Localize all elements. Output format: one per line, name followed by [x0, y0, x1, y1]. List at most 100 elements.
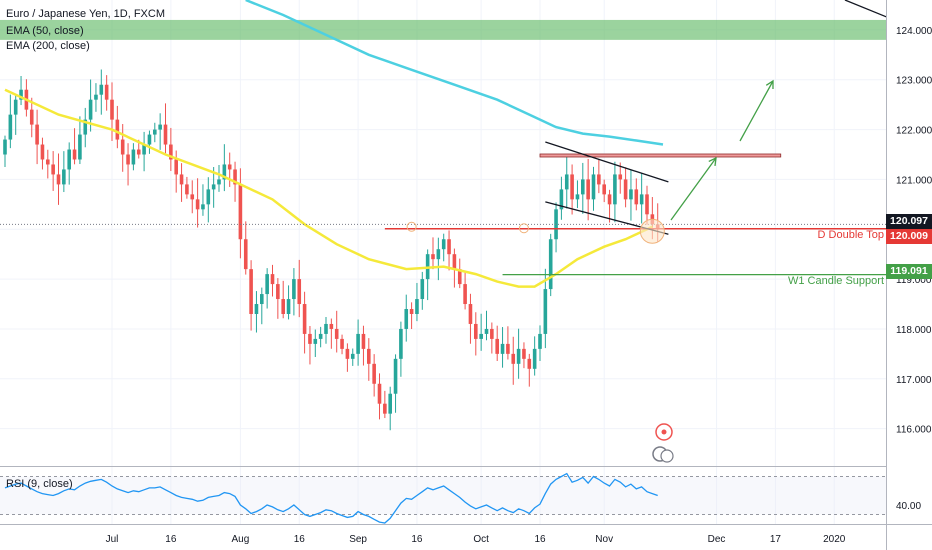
candle[interactable]: [623, 179, 628, 200]
candle[interactable]: [377, 383, 382, 404]
candle[interactable]: [67, 149, 71, 170]
candle[interactable]: [570, 174, 574, 200]
candle[interactable]: [120, 139, 125, 155]
candle[interactable]: [543, 289, 548, 334]
rsi-pane[interactable]: [0, 472, 886, 524]
candle[interactable]: [238, 184, 243, 240]
candle[interactable]: [441, 239, 446, 250]
candle[interactable]: [297, 279, 302, 305]
candle[interactable]: [393, 358, 398, 394]
candle[interactable]: [169, 144, 173, 160]
candle[interactable]: [468, 304, 473, 324]
candle[interactable]: [372, 363, 376, 384]
candle[interactable]: [99, 84, 104, 95]
price-axis[interactable]: 116.000117.000118.000119.000120.000121.0…: [886, 0, 932, 550]
candle[interactable]: [420, 279, 425, 300]
candle[interactable]: [506, 343, 510, 354]
candle[interactable]: [147, 134, 152, 145]
candle[interactable]: [334, 328, 339, 339]
candle[interactable]: [511, 353, 516, 364]
candle[interactable]: [62, 169, 66, 185]
candle[interactable]: [548, 239, 553, 290]
candle[interactable]: [286, 299, 291, 314]
time-axis[interactable]: Jul 16 Aug 16 Sep 16 Oct 16 Nov Dec 17 2020: [0, 524, 932, 546]
candle[interactable]: [383, 403, 387, 414]
candle[interactable]: [88, 99, 93, 120]
candle[interactable]: [559, 189, 564, 210]
candle[interactable]: [249, 269, 253, 314]
candle[interactable]: [115, 119, 120, 140]
candle[interactable]: [613, 174, 617, 205]
candle[interactable]: [457, 269, 462, 285]
candle[interactable]: [281, 299, 285, 314]
candle[interactable]: [227, 164, 232, 170]
candle[interactable]: [292, 279, 296, 300]
candle[interactable]: [8, 114, 13, 140]
candle[interactable]: [516, 348, 521, 364]
candle[interactable]: [46, 159, 50, 165]
candle[interactable]: [104, 84, 109, 100]
candle[interactable]: [19, 89, 23, 100]
candle[interactable]: [500, 343, 505, 354]
candle[interactable]: [350, 353, 355, 359]
candle[interactable]: [233, 169, 237, 185]
candle[interactable]: [29, 109, 34, 125]
candle[interactable]: [361, 333, 366, 349]
candle[interactable]: [222, 164, 227, 180]
candle[interactable]: [645, 194, 649, 215]
candle[interactable]: [206, 189, 211, 205]
candle[interactable]: [388, 393, 392, 414]
candle[interactable]: [243, 239, 248, 270]
candle[interactable]: [126, 154, 130, 165]
candle[interactable]: [329, 323, 334, 329]
candle[interactable]: [110, 99, 114, 120]
candle[interactable]: [153, 129, 157, 135]
candle[interactable]: [634, 189, 639, 205]
candle[interactable]: [13, 99, 18, 115]
candle[interactable]: [308, 333, 312, 344]
candle[interactable]: [131, 149, 136, 165]
candle[interactable]: [404, 309, 409, 329]
candle[interactable]: [174, 159, 178, 175]
candle[interactable]: [607, 194, 612, 205]
candle[interactable]: [217, 179, 221, 185]
candle[interactable]: [136, 149, 141, 155]
candle[interactable]: [581, 179, 585, 195]
candle[interactable]: [72, 149, 77, 160]
candle[interactable]: [142, 144, 146, 155]
candle[interactable]: [474, 323, 478, 339]
candle[interactable]: [436, 249, 441, 260]
candle[interactable]: [190, 194, 195, 200]
candle[interactable]: [260, 294, 264, 305]
candle[interactable]: [302, 304, 307, 334]
candle[interactable]: [356, 333, 360, 354]
candle[interactable]: [340, 338, 344, 349]
candle[interactable]: [629, 189, 633, 200]
candle[interactable]: [367, 348, 371, 364]
candle[interactable]: [179, 174, 184, 185]
candle[interactable]: [318, 333, 323, 339]
candle[interactable]: [40, 144, 45, 160]
candle[interactable]: [185, 184, 189, 195]
candle[interactable]: [484, 328, 489, 334]
candle[interactable]: [83, 119, 88, 135]
candle[interactable]: [452, 254, 457, 270]
candle[interactable]: [415, 299, 419, 314]
price-pane[interactable]: [0, 0, 932, 467]
candle[interactable]: [532, 348, 537, 369]
candle[interactable]: [211, 184, 216, 190]
candle[interactable]: [564, 174, 569, 190]
candle[interactable]: [639, 194, 644, 205]
candle[interactable]: [324, 323, 328, 334]
candle[interactable]: [479, 333, 483, 339]
candle[interactable]: [586, 179, 590, 200]
candle[interactable]: [495, 338, 499, 354]
candle[interactable]: [163, 124, 168, 145]
candle[interactable]: [51, 164, 55, 175]
candle[interactable]: [463, 284, 467, 305]
candle[interactable]: [345, 348, 350, 359]
candle[interactable]: [602, 184, 606, 195]
candle[interactable]: [94, 94, 98, 100]
candle[interactable]: [409, 309, 414, 314]
